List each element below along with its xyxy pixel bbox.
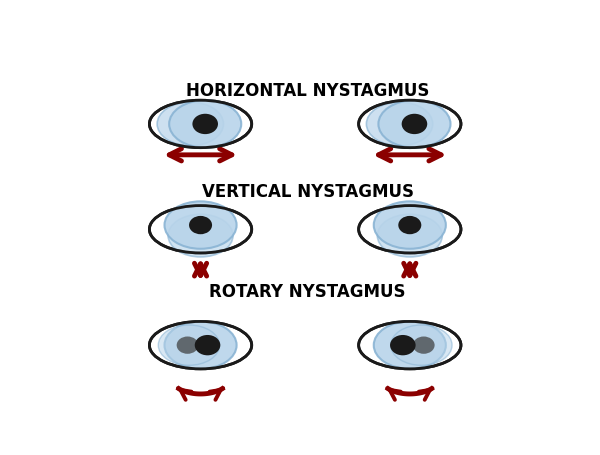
Ellipse shape (193, 115, 218, 135)
Ellipse shape (391, 325, 452, 365)
Ellipse shape (359, 206, 461, 253)
Ellipse shape (374, 202, 446, 249)
Text: VERTICAL NYSTAGMUS: VERTICAL NYSTAGMUS (202, 183, 413, 201)
Ellipse shape (164, 202, 236, 249)
Ellipse shape (377, 215, 442, 258)
Ellipse shape (149, 101, 252, 148)
Text: ROTARY NYSTAGMUS: ROTARY NYSTAGMUS (209, 282, 406, 300)
Ellipse shape (379, 101, 451, 148)
Ellipse shape (195, 335, 220, 355)
Ellipse shape (169, 101, 241, 148)
Ellipse shape (359, 101, 461, 148)
Ellipse shape (149, 206, 252, 253)
Ellipse shape (398, 217, 421, 235)
Ellipse shape (176, 337, 199, 354)
Ellipse shape (168, 215, 233, 258)
Ellipse shape (149, 322, 252, 369)
Ellipse shape (367, 103, 433, 147)
Ellipse shape (374, 322, 446, 369)
Ellipse shape (413, 337, 434, 354)
Ellipse shape (164, 322, 236, 369)
Ellipse shape (359, 322, 461, 369)
Ellipse shape (158, 325, 220, 365)
Ellipse shape (157, 103, 223, 147)
Ellipse shape (189, 217, 212, 235)
Ellipse shape (390, 335, 416, 355)
Text: HORIZONTAL NYSTAGMUS: HORIZONTAL NYSTAGMUS (186, 82, 429, 100)
Ellipse shape (401, 115, 427, 135)
